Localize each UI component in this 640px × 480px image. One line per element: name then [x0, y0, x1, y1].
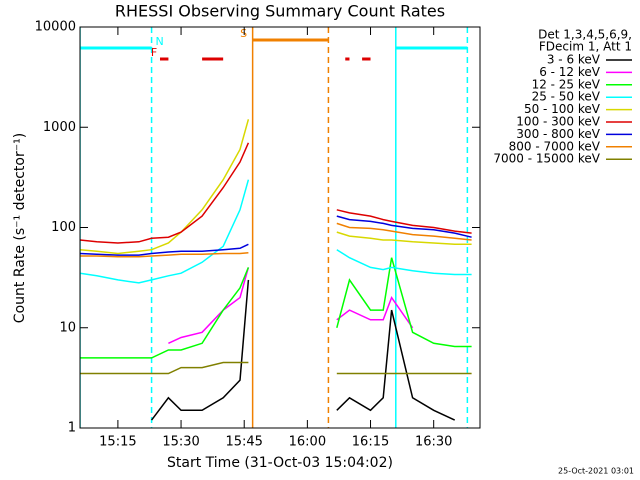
series-line — [168, 267, 250, 344]
series-line — [336, 222, 472, 241]
plot-area — [80, 27, 472, 428]
x-tick-label: 16:00 — [289, 435, 326, 450]
series-line — [336, 309, 456, 421]
x-tick-label: 16:30 — [415, 435, 452, 450]
series-line — [80, 119, 250, 255]
legend-label: 7000 - 15000 keV — [493, 152, 600, 166]
legend-label: 800 - 7000 keV — [509, 139, 601, 153]
y-tick-label: 100 — [51, 220, 76, 235]
legend-header: FDecim 1, Att 1 — [539, 40, 632, 54]
series-line — [336, 296, 414, 329]
chart-title: RHESSI Observing Summary Count Rates — [115, 2, 445, 21]
y-tick-label: 10 — [59, 320, 76, 335]
series-line — [336, 249, 472, 276]
series-line — [80, 243, 249, 256]
legend-label: 25 - 50 keV — [532, 90, 601, 104]
series-line — [336, 209, 472, 234]
flag-label: S — [240, 27, 247, 40]
y-tick-label: 10000 — [35, 20, 76, 35]
y-axis-label: Count Rate (s⁻¹ detector⁻¹) — [12, 133, 28, 323]
series-line — [80, 361, 249, 375]
legend-header: Det 1,3,4,5,6,9, — [538, 28, 632, 42]
series-line — [80, 142, 250, 244]
x-tick-label: 15:45 — [225, 435, 262, 450]
legend-label: 50 - 100 keV — [524, 102, 601, 116]
series-line — [336, 257, 472, 348]
x-tick-label: 15:15 — [99, 435, 136, 450]
y-tick-label: 1000 — [43, 120, 76, 135]
legend-label: 300 - 800 keV — [516, 127, 600, 141]
flag-label: N — [155, 35, 163, 48]
y-tick-label: 1 — [68, 421, 76, 436]
x-axis-label: Start Time (31-Oct-03 15:04:02) — [167, 455, 393, 471]
footer-timestamp: 25-Oct-2021 03:01 — [558, 467, 634, 476]
series-line — [80, 267, 250, 359]
flag-label: F — [151, 46, 157, 59]
series-line — [80, 251, 249, 258]
x-tick-label: 15:30 — [162, 435, 199, 450]
legend-label: 12 - 25 keV — [532, 77, 601, 91]
series-line — [336, 231, 472, 246]
series-line — [336, 215, 472, 238]
series-line — [80, 179, 250, 284]
series-line — [151, 279, 250, 421]
legend-label: 6 - 12 keV — [539, 65, 601, 79]
x-tick-label: 16:15 — [352, 435, 389, 450]
legend-label: 100 - 300 keV — [516, 115, 600, 129]
legend-label: 3 - 6 keV — [547, 53, 601, 67]
